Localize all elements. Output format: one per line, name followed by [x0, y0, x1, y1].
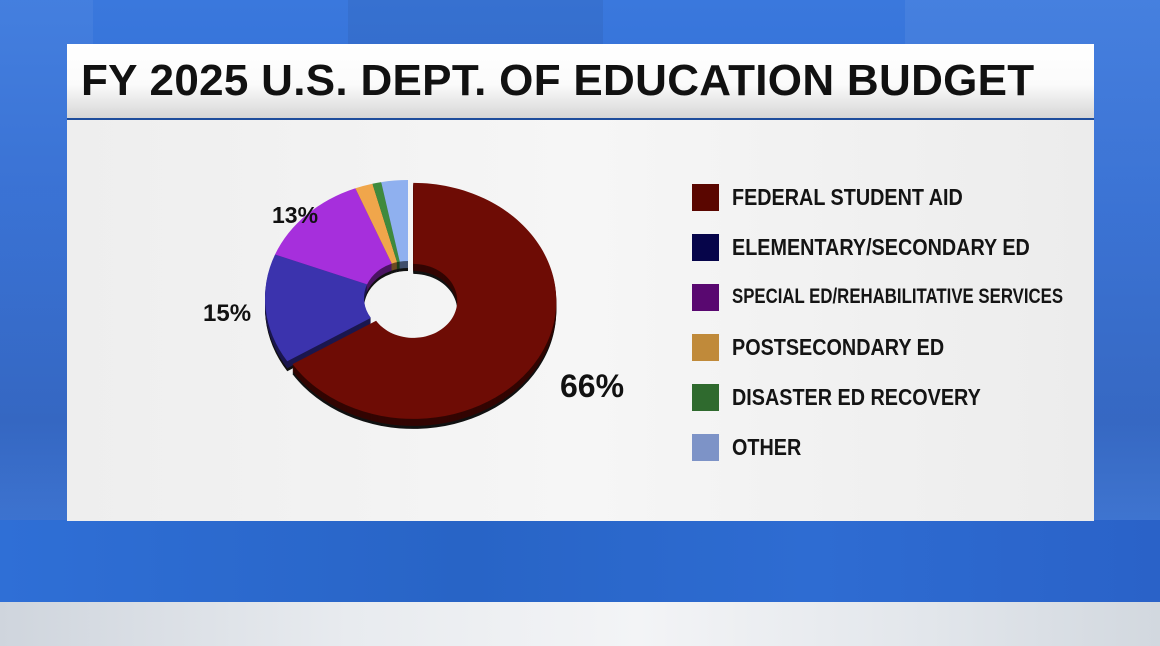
legend-label: ELEMENTARY/SECONDARY ED — [732, 233, 1030, 260]
chart-panel — [67, 44, 1094, 521]
legend-item: FEDERAL STUDENT AID — [692, 172, 1082, 222]
legend-label: OTHER — [732, 433, 802, 460]
legend-swatch — [692, 233, 719, 261]
legend-item: OTHER — [692, 422, 1082, 472]
chart-title: FY 2025 U.S. DEPT. OF EDUCATION BUDGET — [81, 56, 1035, 105]
slice-federal-student-aid — [292, 182, 557, 419]
legend-swatch — [692, 433, 719, 461]
legend-item: SPECIAL ED/REHABILITATIVE SERVICES — [692, 272, 1082, 322]
legend-swatch — [692, 283, 719, 311]
legend: FEDERAL STUDENT AID ELEMENTARY/SECONDARY… — [692, 172, 1082, 472]
legend-swatch — [692, 183, 719, 211]
slice-other — [381, 179, 408, 262]
legend-label: SPECIAL ED/REHABILITATIVE SERVICES — [732, 285, 1064, 308]
legend-swatch — [692, 383, 719, 411]
floor-strip — [0, 602, 1160, 646]
legend-label: POSTSECONDARY ED — [732, 333, 945, 360]
slice-postsecondary — [355, 183, 398, 264]
legend-swatch — [692, 333, 719, 361]
legend-label: DISASTER ED RECOVERY — [732, 383, 981, 410]
background-band — [0, 520, 1160, 602]
slice-disaster-recovery — [372, 182, 400, 263]
slice-label-federal-student-aid: 66% — [560, 368, 625, 404]
title-bar: FY 2025 U.S. DEPT. OF EDUCATION BUDGET — [67, 44, 1094, 120]
slice-label-special-ed: 13% — [272, 202, 319, 228]
slice-label-elementary-secondary: 15% — [203, 300, 252, 327]
slice-special-ed — [275, 188, 392, 285]
legend-item: ELEMENTARY/SECONDARY ED — [692, 222, 1082, 272]
legend-item: POSTSECONDARY ED — [692, 322, 1082, 372]
legend-label: FEDERAL STUDENT AID — [732, 183, 963, 210]
legend-item: DISASTER ED RECOVERY — [692, 372, 1082, 422]
slice-elementary-secondary — [265, 254, 371, 362]
